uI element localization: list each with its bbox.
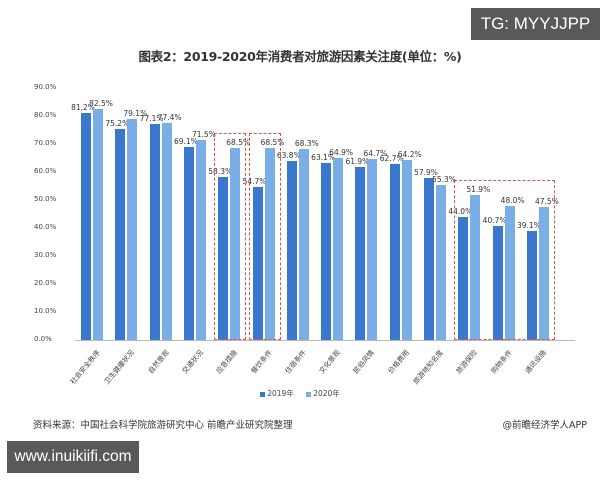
bar-chart: 0.0% 10.0% 20.0% 30.0% 40.0% 50.0% 60.0% 70.0% 8… (34, 83, 575, 386)
bar-2019-4 (218, 176, 229, 340)
value-label: 39.1% (516, 220, 541, 230)
bar-2019-7 (321, 163, 332, 340)
chart-legend: 2019年 2020年 (0, 388, 600, 399)
highlight-box (454, 179, 556, 340)
bar-2019-8 (355, 166, 366, 340)
watermark-top-right: TG: MYYJJPP (471, 8, 600, 40)
x-tick-label: 卫生健康状况 (103, 348, 137, 386)
bar-2020-0 (93, 109, 103, 340)
value-label: 77.4% (157, 113, 182, 123)
bar-2019-10 (424, 177, 434, 340)
x-tick-label: 民俗风情 (352, 348, 377, 376)
bar-2019-11 (458, 216, 469, 340)
legend-swatch-2019 (260, 391, 266, 397)
x-tick-label: 文化景观 (317, 348, 343, 376)
value-label: 77.1% (139, 114, 164, 124)
legend-swatch-2020 (306, 391, 312, 397)
x-tick-label: 应急措施 (214, 348, 240, 376)
y-tick-label: 80.0% (34, 111, 57, 119)
bar-2020-4 (230, 148, 241, 340)
bar-2020-9 (401, 160, 412, 340)
y-tick-label: 0.0% (34, 335, 52, 343)
value-label: 57.9% (414, 167, 438, 177)
value-label: 71.5% (191, 129, 216, 139)
value-label: 61.9% (345, 156, 370, 166)
bar-2020-3 (195, 139, 206, 340)
bar-2019-0 (81, 112, 91, 340)
bar-2020-11 (470, 194, 481, 340)
value-label: 64.2% (397, 150, 422, 160)
bar-2019-2 (149, 124, 160, 340)
bar-2019-6 (286, 161, 297, 340)
x-tick-label: 通讯设施 (523, 348, 548, 376)
x-tick-label: 住宿条件 (283, 348, 308, 376)
value-label: 47.5% (534, 197, 559, 206)
x-tick-label: 社会安全秩序 (68, 348, 102, 386)
value-label: 55.3% (432, 175, 456, 185)
y-tick-label: 40.0% (34, 223, 57, 231)
value-label: 62.7% (379, 154, 404, 164)
value-label: 68.3% (294, 138, 319, 148)
chart-title: 图表2：2019-2020年消费者对旅游因素关注度(单位：%) (138, 49, 462, 64)
value-label: 68.5% (226, 138, 251, 148)
value-label: 63.1% (311, 153, 336, 163)
value-label: 75.2% (105, 119, 130, 129)
value-label: 79.1% (123, 108, 148, 118)
value-label: 40.7% (482, 216, 507, 226)
x-axis-line (75, 340, 575, 341)
value-label: 64.7% (363, 148, 388, 158)
bar-2020-7 (333, 158, 344, 340)
x-tick-label: 餐饮条件 (249, 348, 274, 376)
legend-item-2020: 2020年 (306, 388, 340, 399)
x-tick-label: 自然景观 (146, 348, 171, 376)
value-label: 51.9% (466, 184, 491, 194)
legend-label-2019: 2019年 (267, 389, 294, 398)
source-note: 资料来源：中国社会科学院旅游研究中心 前瞻产业研究院整理 (33, 420, 293, 431)
y-tick-label: 30.0% (34, 251, 57, 259)
bar-2020-5 (264, 148, 275, 340)
value-label: 81.2% (71, 102, 95, 112)
bar-2020-13 (538, 207, 549, 340)
x-tick-label: 旅游地知名度 (411, 348, 445, 386)
y-tick-label: 60.0% (34, 167, 57, 175)
bar-2019-1 (115, 129, 126, 340)
bar-2020-6 (298, 148, 309, 340)
highlight-box (248, 133, 281, 340)
value-label: 54.7% (242, 176, 267, 186)
value-label: 48.0% (500, 195, 525, 205)
bar-2020-1 (127, 118, 138, 340)
value-label: 44.0% (448, 206, 473, 216)
bar-2019-13 (526, 230, 537, 340)
y-tick-label: 50.0% (34, 195, 57, 203)
bar-2019-3 (183, 146, 194, 340)
y-tick-label: 20.0% (34, 279, 57, 287)
bar-2020-12 (504, 205, 515, 340)
x-tick-label: 旅游保险 (455, 348, 480, 376)
bar-2020-8 (367, 158, 378, 340)
bar-2019-12 (492, 226, 503, 340)
brand-credit: @前瞻经济学人APP (502, 420, 587, 431)
y-tick-label: 70.0% (34, 139, 57, 147)
watermark-bottom-left: www.inuikiifi.com (7, 441, 139, 473)
legend-label-2020: 2020年 (313, 389, 340, 398)
y-tick-label: 10.0% (34, 307, 57, 315)
value-label: 68.5% (260, 138, 285, 148)
legend-item-2019: 2019年 (260, 388, 294, 399)
bar-2019-9 (389, 164, 400, 340)
value-label: 82.5% (89, 99, 113, 108)
y-tick-label: 90.0% (34, 83, 57, 91)
value-label: 69.1% (173, 136, 198, 146)
x-tick-label: 购物条件 (489, 348, 514, 376)
highlight-box (214, 133, 247, 340)
value-label: 63.8% (276, 151, 301, 161)
value-label: 58.3% (208, 166, 233, 176)
bar-2020-10 (436, 185, 446, 340)
value-label: 64.9% (329, 148, 354, 158)
x-tick-label: 价格费用 (386, 348, 411, 376)
x-tick-label: 交通状况 (180, 348, 205, 376)
bar-2019-5 (252, 186, 263, 340)
bar-2020-2 (161, 123, 172, 340)
